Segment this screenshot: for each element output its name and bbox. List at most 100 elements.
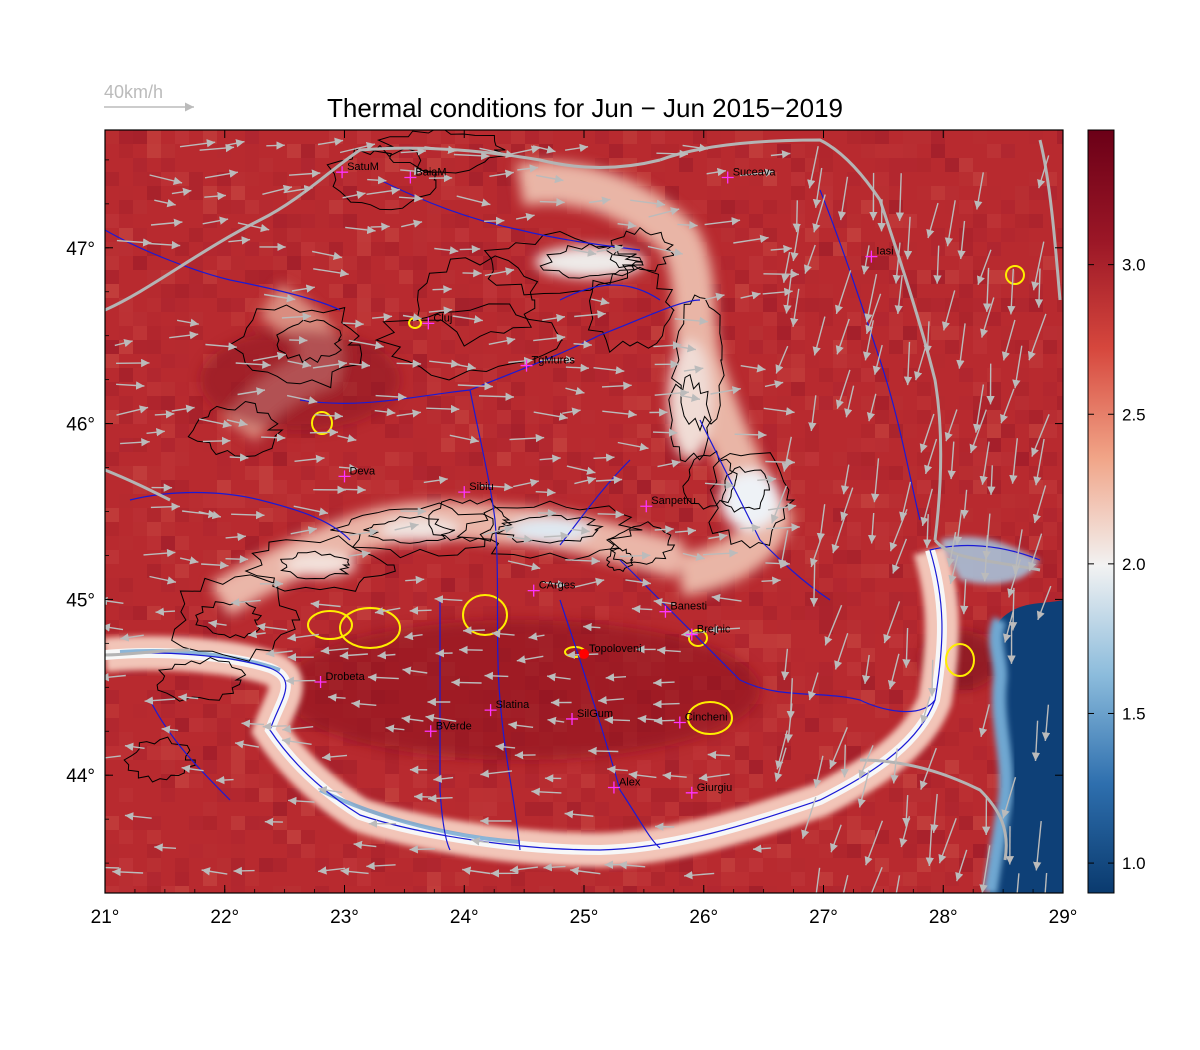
wind-arrow xyxy=(171,187,192,197)
wind-arrow xyxy=(547,716,565,726)
field-cell xyxy=(931,298,945,312)
field-cell xyxy=(973,606,987,620)
wind-arrow xyxy=(948,554,959,585)
field-cell xyxy=(245,452,259,466)
field-cell xyxy=(805,354,819,368)
field-cell xyxy=(441,424,455,438)
field-cell xyxy=(679,522,693,536)
field-cell xyxy=(497,186,511,200)
field-cell xyxy=(945,270,959,284)
city-label: Cincheni xyxy=(685,711,728,723)
wind-arrow xyxy=(533,333,566,343)
wind-arrow xyxy=(631,604,653,614)
field-cell xyxy=(791,676,805,690)
wind-arrow xyxy=(653,598,676,607)
field-cell xyxy=(987,438,1001,452)
field-cell xyxy=(203,522,217,536)
field-cell xyxy=(749,704,763,718)
field-cell xyxy=(693,130,707,144)
wind-arrow xyxy=(434,595,463,604)
wind-arrow xyxy=(400,147,427,156)
field-cell xyxy=(861,368,875,382)
wind-arrow xyxy=(837,176,849,221)
wind-arrow xyxy=(740,168,774,177)
field-cell xyxy=(511,410,525,424)
field-cell xyxy=(175,424,189,438)
wind-arrow xyxy=(252,351,287,362)
field-cell xyxy=(735,732,749,746)
wind-arrow xyxy=(215,775,234,785)
wind-arrow xyxy=(176,318,199,327)
field-cell xyxy=(581,788,595,802)
x-tick-label: 27° xyxy=(809,907,838,928)
field-cell xyxy=(315,200,329,214)
wind-arrow xyxy=(1032,821,1042,871)
field-cell xyxy=(721,620,735,634)
field-cell xyxy=(777,144,791,158)
river-line xyxy=(439,600,451,851)
wind-arrow xyxy=(205,342,237,351)
field-cell xyxy=(777,844,791,858)
field-cell xyxy=(875,564,889,578)
field-cell xyxy=(1057,298,1063,312)
field-cell xyxy=(273,172,287,186)
field-cell xyxy=(637,606,651,620)
field-cell xyxy=(1043,396,1057,410)
field-cell xyxy=(161,410,175,424)
field-cell xyxy=(413,340,427,354)
field-cell xyxy=(973,256,987,270)
field-cell xyxy=(861,690,875,704)
field-cell xyxy=(301,480,315,494)
field-cell xyxy=(1057,368,1063,382)
field-cell xyxy=(455,130,469,144)
contour-line xyxy=(374,303,564,381)
field-cell xyxy=(539,368,553,382)
wind-arrow xyxy=(835,318,850,355)
field-cell xyxy=(119,396,133,410)
city-label: Suceava xyxy=(733,166,777,178)
field-cell xyxy=(987,368,1001,382)
field-cell xyxy=(805,564,819,578)
field-cell xyxy=(413,270,427,284)
field-cell xyxy=(819,662,833,676)
field-cell xyxy=(1043,564,1057,578)
field-cell xyxy=(1029,284,1043,298)
field-cell xyxy=(105,284,119,298)
field-cell xyxy=(791,606,805,620)
field-cell xyxy=(819,158,833,172)
field-cell xyxy=(679,508,693,522)
field-cell xyxy=(637,592,651,606)
wind-arrow xyxy=(542,580,566,589)
field-cell xyxy=(119,312,133,326)
contour-line xyxy=(279,550,351,580)
field-cell xyxy=(889,690,903,704)
field-cell xyxy=(847,592,861,606)
field-cell xyxy=(189,494,203,508)
field-cell xyxy=(427,158,441,172)
field-cell xyxy=(357,564,371,578)
field-cell xyxy=(721,340,735,354)
field-cell xyxy=(441,774,455,788)
field-cell xyxy=(581,606,595,620)
field-cell xyxy=(119,242,133,256)
field-cell xyxy=(105,172,119,186)
wind-arrow xyxy=(198,418,232,429)
wind-arrow xyxy=(780,648,790,681)
wind-arrow xyxy=(340,867,369,876)
field-cell xyxy=(945,522,959,536)
field-cell xyxy=(847,368,861,382)
field-cell xyxy=(735,746,749,760)
field-cell xyxy=(231,438,245,452)
field-cell xyxy=(861,144,875,158)
wind-arrow xyxy=(565,386,585,396)
contour-line xyxy=(604,227,675,272)
field-cell xyxy=(469,424,483,438)
field-cell xyxy=(259,242,273,256)
map-panel: SatuM BaiaM SuceavaIasiClujTgMuresDevaSibi… xyxy=(105,130,1063,893)
field-cell xyxy=(427,144,441,158)
field-cell xyxy=(707,732,721,746)
field-cell xyxy=(231,844,245,858)
wind-arrow xyxy=(872,344,883,375)
field-cell xyxy=(217,466,231,480)
field-cell xyxy=(371,172,385,186)
